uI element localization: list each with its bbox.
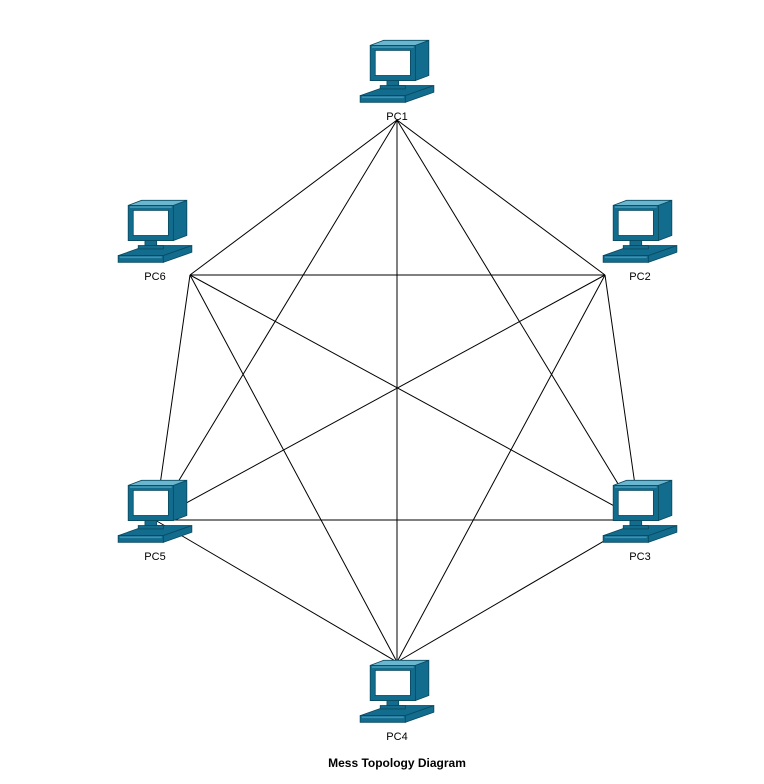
node-pc5: PC5	[105, 477, 205, 563]
edge-pc1-pc2	[397, 120, 605, 275]
pc-icon	[105, 197, 205, 269]
pc-icon	[347, 657, 447, 729]
pc-icon	[347, 37, 447, 109]
diagram-caption: Mess Topology Diagram	[328, 756, 466, 770]
edge-pc2-pc4	[397, 275, 605, 662]
edge-pc1-pc5	[155, 120, 397, 520]
node-pc3: PC3	[590, 477, 690, 563]
node-pc2: PC2	[590, 197, 690, 283]
edge-pc1-pc3	[397, 120, 640, 520]
edge-pc4-pc6	[190, 275, 397, 662]
mesh-topology-diagram: PC1 PC2 PC3 PC4	[0, 0, 764, 784]
node-pc4: PC4	[347, 657, 447, 743]
edge-pc3-pc6	[190, 275, 640, 520]
node-pc1: PC1	[347, 37, 447, 123]
pc-icon	[590, 197, 690, 269]
node-label: PC2	[590, 271, 690, 283]
node-label: PC1	[347, 111, 447, 123]
node-label: PC4	[347, 731, 447, 743]
edge-pc2-pc5	[155, 275, 605, 520]
node-label: PC3	[590, 551, 690, 563]
node-pc6: PC6	[105, 197, 205, 283]
edge-pc1-pc6	[190, 120, 397, 275]
pc-icon	[590, 477, 690, 549]
node-label: PC5	[105, 551, 205, 563]
node-label: PC6	[105, 271, 205, 283]
pc-icon	[105, 477, 205, 549]
